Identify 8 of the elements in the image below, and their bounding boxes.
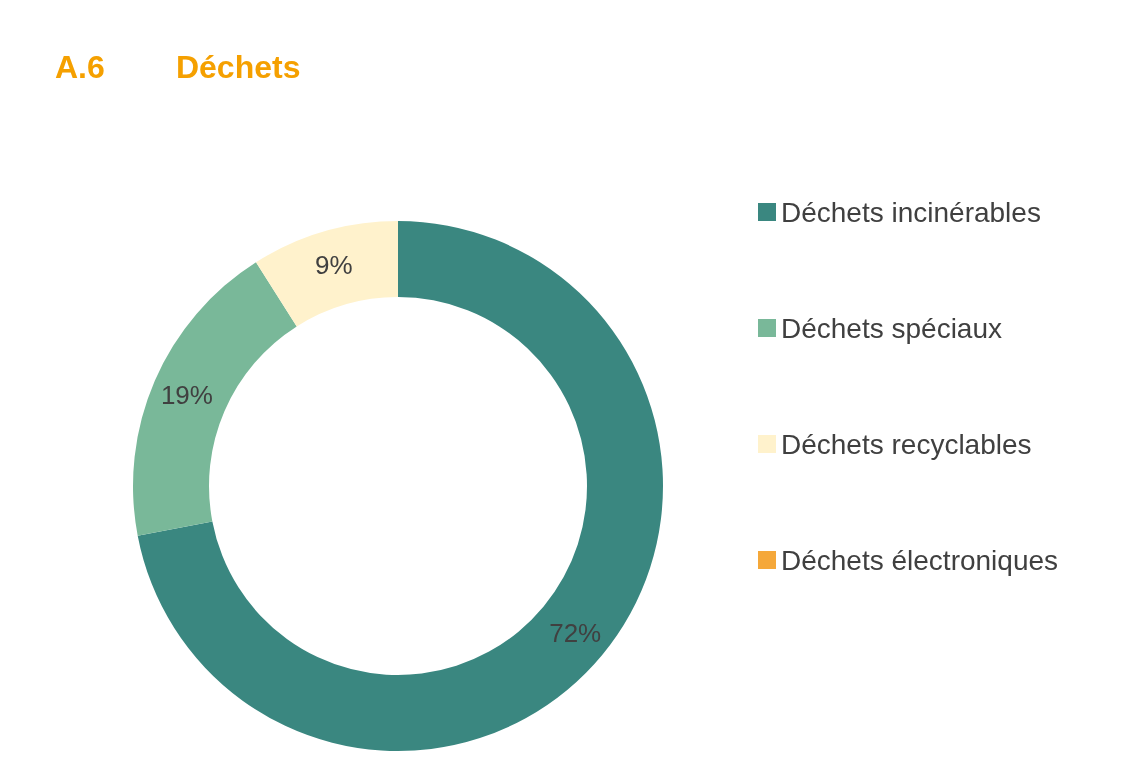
data-label: 19% <box>160 379 213 410</box>
legend-label: Déchets spéciaux <box>781 312 1003 344</box>
legend-label: Déchets incinérables <box>781 196 1041 228</box>
legend-label: Déchets recyclables <box>781 428 1032 460</box>
chart-title: A.6 Déchets <box>55 49 301 85</box>
data-label: 9% <box>315 250 353 281</box>
legend-label: Déchets électroniques <box>781 544 1059 576</box>
data-label: 72% <box>549 617 602 648</box>
